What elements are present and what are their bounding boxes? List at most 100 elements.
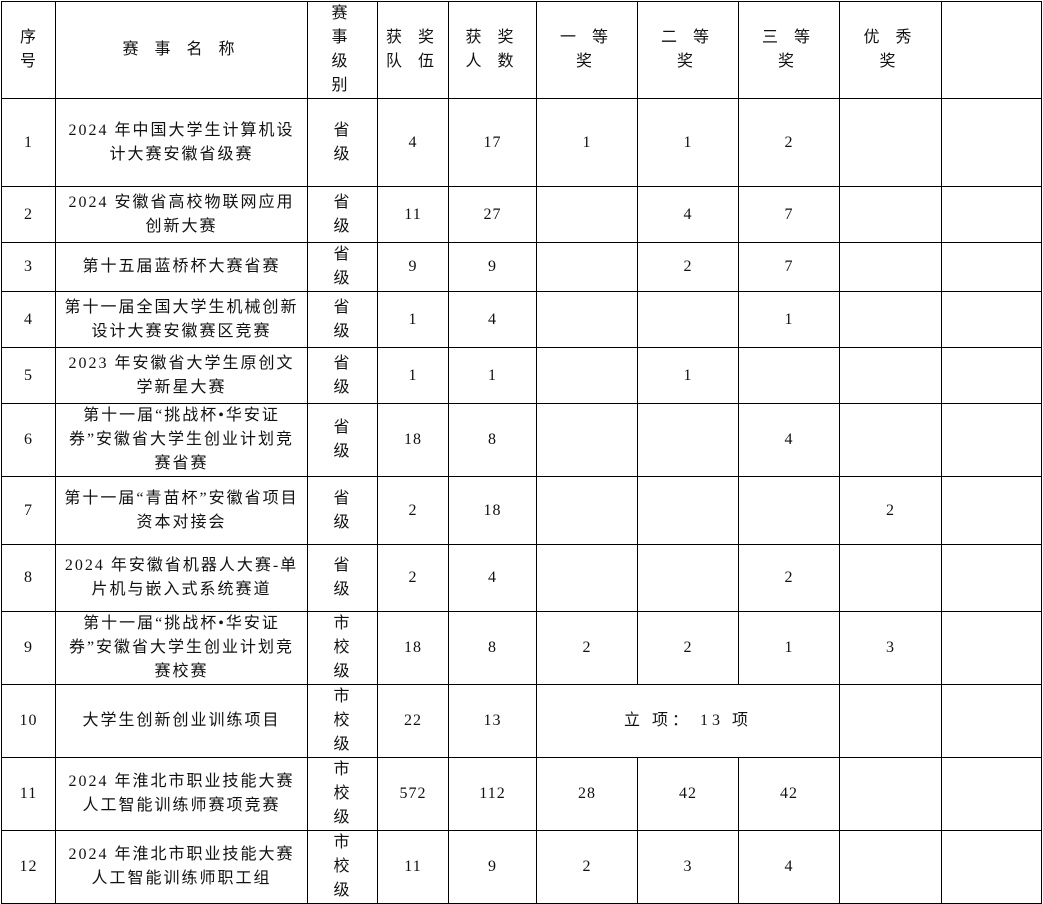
cell-second xyxy=(637,476,739,545)
cell-first xyxy=(536,242,638,292)
cell-level: 省 级 xyxy=(307,98,378,187)
cell-people: 4 xyxy=(448,544,537,612)
cell-third: 4 xyxy=(738,403,840,477)
cell-excellent xyxy=(839,757,942,831)
cell-blank xyxy=(941,186,1042,243)
cell-people: 27 xyxy=(448,186,537,243)
cell-first xyxy=(536,544,638,612)
cell-people: 9 xyxy=(448,830,537,904)
cell-level: 市 校 级 xyxy=(307,830,378,904)
cell-level: 市 校 级 xyxy=(307,611,378,685)
table-row: 2 2024 安徽省高校物联网应用创新大赛省 级 11 27 4 7 xyxy=(1,186,1042,243)
cell-teams: 18 xyxy=(377,611,449,685)
cell-name: 第十一届全国大学生机械创新设计大赛安徽赛区竞赛 xyxy=(55,291,308,348)
cell-blank xyxy=(941,544,1042,612)
cell-seq: 10 xyxy=(1,684,56,758)
cell-third: 7 xyxy=(738,242,840,292)
cell-third: 42 xyxy=(738,757,840,831)
cell-blank xyxy=(941,611,1042,685)
cell-level: 省 级 xyxy=(307,347,378,404)
header-seq: 序号 xyxy=(1,1,56,99)
cell-teams: 572 xyxy=(377,757,449,831)
cell-people: 8 xyxy=(448,403,537,477)
header-row: 序号 赛 事 名 称 赛 事级 别 获 奖队 伍 获 奖人 数 一 等 奖 二 … xyxy=(1,1,1042,99)
cell-first xyxy=(536,291,638,348)
cell-seq: 7 xyxy=(1,476,56,545)
cell-merged: 立 项： 13 项 xyxy=(536,684,840,758)
cell-excellent xyxy=(839,242,942,292)
cell-first: 1 xyxy=(536,98,638,187)
cell-blank xyxy=(941,98,1042,187)
cell-excellent: 3 xyxy=(839,611,942,685)
header-blank xyxy=(941,1,1042,99)
cell-blank xyxy=(941,347,1042,404)
cell-second: 3 xyxy=(637,830,739,904)
cell-people: 13 xyxy=(448,684,537,758)
cell-name: 第十一届“青苗杯”安徽省项目资本对接会 xyxy=(55,476,308,545)
cell-people: 18 xyxy=(448,476,537,545)
cell-teams: 2 xyxy=(377,476,449,545)
cell-excellent xyxy=(839,347,942,404)
cell-level: 省 级 xyxy=(307,186,378,243)
cell-level: 省 级 xyxy=(307,476,378,545)
cell-first xyxy=(536,403,638,477)
cell-teams: 11 xyxy=(377,830,449,904)
cell-second xyxy=(637,544,739,612)
table-row: 10 大学生创新创业训练项目市 校 级 22 13 立 项： 13 项 xyxy=(1,684,1042,758)
header-name: 赛 事 名 称 xyxy=(55,1,308,99)
cell-blank xyxy=(941,291,1042,348)
cell-second: 2 xyxy=(637,611,739,685)
cell-name: 第十五届蓝桥杯大赛省赛 xyxy=(55,242,308,292)
cell-teams: 4 xyxy=(377,98,449,187)
cell-seq: 6 xyxy=(1,403,56,477)
cell-third: 2 xyxy=(738,544,840,612)
cell-third xyxy=(738,476,840,545)
cell-excellent xyxy=(839,684,942,758)
cell-level: 省 级 xyxy=(307,544,378,612)
cell-seq: 4 xyxy=(1,291,56,348)
cell-second xyxy=(637,291,739,348)
cell-people: 9 xyxy=(448,242,537,292)
cell-excellent xyxy=(839,403,942,477)
header-excellent: 优 秀 奖 xyxy=(839,1,942,99)
cell-third xyxy=(738,347,840,404)
cell-name: 大学生创新创业训练项目 xyxy=(55,684,308,758)
cell-second: 42 xyxy=(637,757,739,831)
cell-excellent: 2 xyxy=(839,476,942,545)
cell-seq: 3 xyxy=(1,242,56,292)
table-row: 6 第十一届“挑战杯•华安证券”安徽省大学生创业计划竞赛省赛省 级 18 8 4 xyxy=(1,403,1042,477)
cell-second: 1 xyxy=(637,347,739,404)
cell-level: 市 校 级 xyxy=(307,757,378,831)
cell-level: 市 校 级 xyxy=(307,684,378,758)
cell-third: 4 xyxy=(738,830,840,904)
table-row: 12 2024 年淮北市职业技能大赛人工智能训练师职工组市 校 级 11 9 2 3 4 xyxy=(1,830,1042,904)
cell-blank xyxy=(941,830,1042,904)
cell-teams: 9 xyxy=(377,242,449,292)
cell-first xyxy=(536,186,638,243)
cell-teams: 18 xyxy=(377,403,449,477)
cell-level: 省 级 xyxy=(307,291,378,348)
cell-people: 112 xyxy=(448,757,537,831)
cell-name: 第十一届“挑战杯•华安证券”安徽省大学生创业计划竞赛校赛 xyxy=(55,611,308,685)
cell-first: 28 xyxy=(536,757,638,831)
cell-people: 1 xyxy=(448,347,537,404)
cell-first: 2 xyxy=(536,830,638,904)
table-row: 7 第十一届“青苗杯”安徽省项目资本对接会省 级 2 18 2 xyxy=(1,476,1042,545)
cell-blank xyxy=(941,757,1042,831)
cell-people: 17 xyxy=(448,98,537,187)
cell-seq: 5 xyxy=(1,347,56,404)
cell-blank xyxy=(941,403,1042,477)
cell-seq: 1 xyxy=(1,98,56,187)
cell-first xyxy=(536,476,638,545)
table-row: 9 第十一届“挑战杯•华安证券”安徽省大学生创业计划竞赛校赛市 校 级 18 8 2 2 1… xyxy=(1,611,1042,685)
cell-third: 1 xyxy=(738,291,840,348)
header-third: 三 等 奖 xyxy=(738,1,840,99)
cell-seq: 12 xyxy=(1,830,56,904)
cell-name: 第十一届“挑战杯•华安证券”安徽省大学生创业计划竞赛省赛 xyxy=(55,403,308,477)
cell-teams: 2 xyxy=(377,544,449,612)
cell-third: 7 xyxy=(738,186,840,243)
cell-excellent xyxy=(839,291,942,348)
